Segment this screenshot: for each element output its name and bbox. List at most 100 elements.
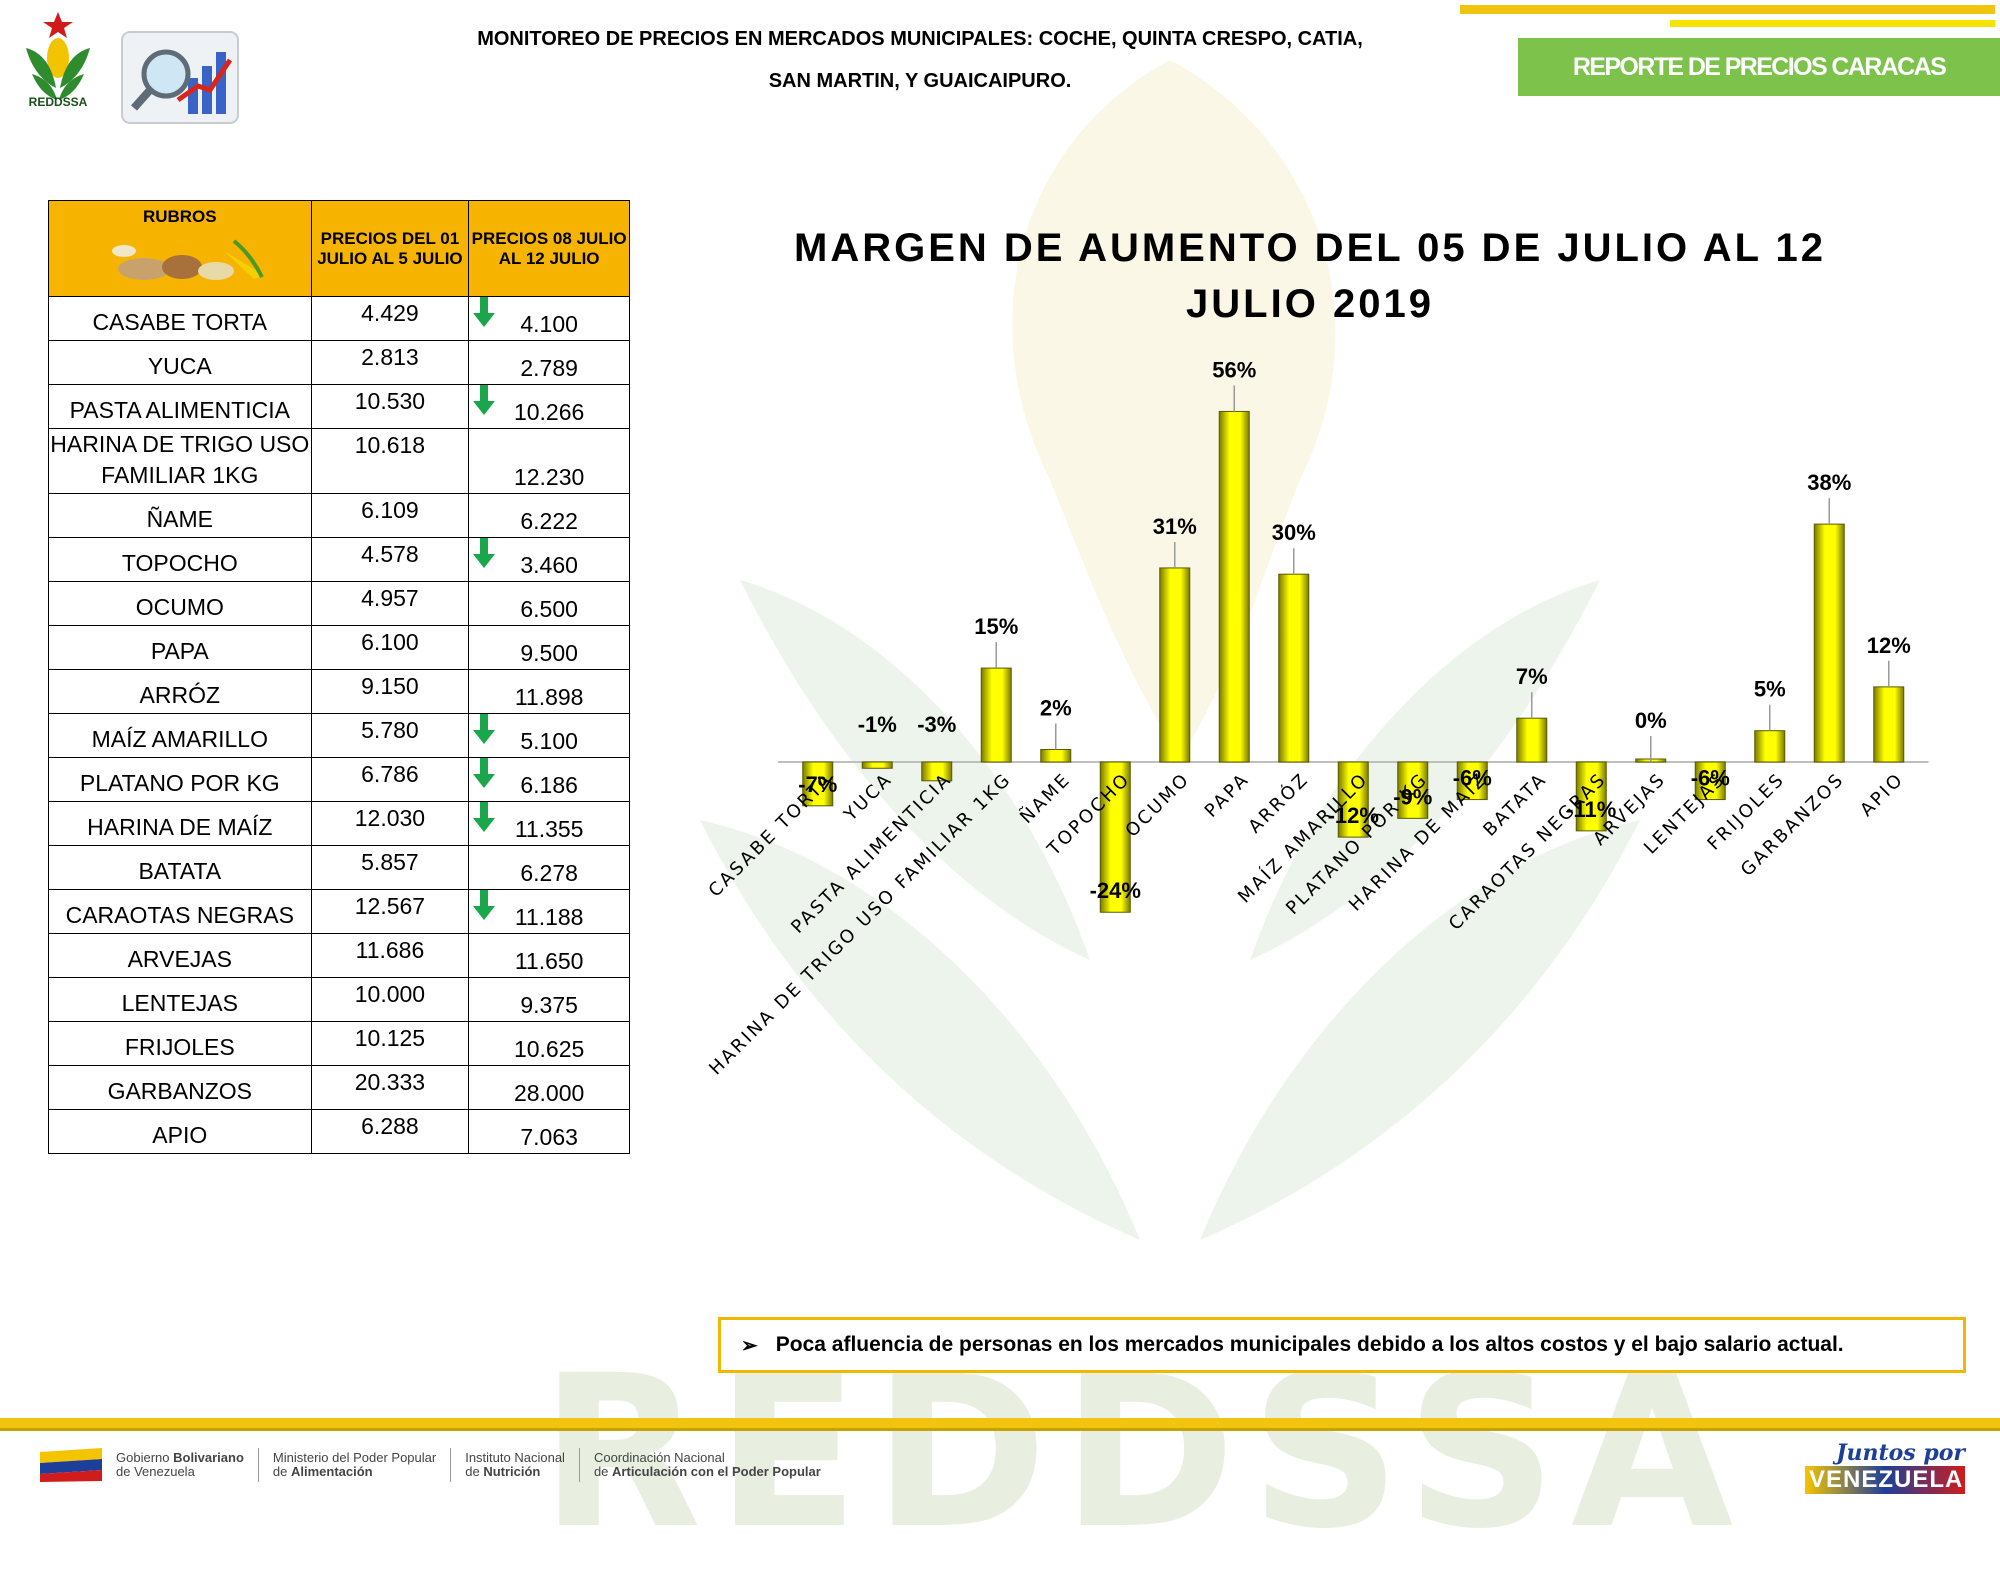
- row-cur-price: 12.230: [468, 428, 630, 494]
- footer-institutions: Gobierno Bolivariano de Venezuela Minist…: [40, 1448, 821, 1482]
- table-row: HARINA DE TRIGO USO FAMILIAR 1KG 10.618 12…: [48, 428, 630, 494]
- chart-bar: [1159, 567, 1191, 763]
- footer-coordinacion-de: de: [593, 1464, 609, 1479]
- column-header-rubros-label: RUBROS: [142, 207, 217, 226]
- row-cur-price: 7.063: [468, 1109, 630, 1154]
- observation-text: Poca afluencia de personas en los mercad…: [775, 1333, 1844, 1356]
- column-header-cur-prices: PRECIOS 08 JULIO AL 12 JULIO: [468, 200, 630, 297]
- row-cur-price-value: 12.230: [513, 464, 585, 490]
- chart-bar: [1516, 717, 1548, 763]
- category-label: OCUMO: [1121, 769, 1194, 842]
- row-cur-price: 9.375: [468, 977, 630, 1022]
- row-name: PASTA ALIMENTICIA: [48, 384, 312, 429]
- down-arrow-icon: [473, 758, 496, 788]
- juntos-por-venezuela-logo: Juntos por VENEZUELA: [1765, 1440, 1965, 1494]
- header-stripe-secondary: [1670, 20, 1995, 27]
- row-name: GARBANZOS: [48, 1065, 312, 1110]
- data-label: 30%: [1272, 520, 1316, 545]
- footer-coordinacion-line1: Coordinación Nacional: [593, 1450, 725, 1465]
- table-row: ARRÓZ 9.150 11.898: [48, 669, 630, 714]
- chart-bar: [1575, 761, 1607, 832]
- row-cur-price-value: 5.100: [520, 728, 578, 754]
- row-cur-price-value: 10.266: [513, 399, 585, 425]
- chart-bar: [1456, 761, 1488, 801]
- header-stripe: [1460, 5, 1995, 14]
- row-prev-price: 4.429: [310, 296, 470, 341]
- chart-bar: [861, 761, 893, 769]
- down-arrow-icon: [473, 385, 496, 415]
- row-name: APIO: [48, 1109, 312, 1154]
- row-cur-price-value: 11.355: [514, 816, 584, 842]
- footer-ministerio-bold: Alimentación: [291, 1464, 373, 1479]
- row-cur-price-value: 4.100: [520, 311, 578, 337]
- row-cur-price-value: 9.375: [520, 992, 578, 1018]
- row-cur-price: 11.188: [468, 889, 630, 934]
- footer-coordinacion: Coordinación Nacional de Articulación co…: [594, 1451, 821, 1479]
- footer-instituto-bold: Nutrición: [483, 1464, 541, 1479]
- row-cur-price: 11.355: [468, 801, 630, 846]
- row-cur-price: 10.266: [468, 384, 630, 429]
- produce-image: [112, 239, 264, 280]
- row-name: HARINA DE MAÍZ: [48, 801, 312, 846]
- row-name: ARRÓZ: [48, 669, 312, 714]
- row-cur-price-value: 6.500: [520, 596, 578, 622]
- row-cur-price-value: 7.063: [520, 1124, 578, 1150]
- column-header-rubros: RUBROS: [48, 200, 312, 297]
- chart-bar: [921, 761, 953, 782]
- row-cur-price: 6.500: [468, 581, 630, 626]
- footer-instituto-line1: Instituto Nacional: [465, 1450, 565, 1465]
- data-label: 31%: [1153, 514, 1197, 539]
- chart-bar: [1873, 686, 1905, 763]
- footer-gobierno-bold: Bolivariano: [173, 1450, 244, 1465]
- observation-note: ➢ Poca afluencia de personas en los merc…: [718, 1317, 1966, 1373]
- footer-gobierno-line1: Gobierno: [116, 1450, 170, 1465]
- row-prev-price: 10.618: [310, 428, 470, 494]
- table-row: ARVEJAS 11.686 11.650: [48, 933, 630, 978]
- row-prev-price: 11.686: [310, 933, 470, 978]
- row-name: CASABE TORTA: [48, 296, 312, 341]
- category-label: ÑAME: [1015, 768, 1075, 828]
- table-row: LENTEJAS 10.000 9.375: [48, 977, 630, 1022]
- data-label: 56%: [1212, 357, 1256, 382]
- row-prev-price: 2.813: [310, 340, 470, 385]
- row-cur-price-value: 10.625: [513, 1036, 585, 1062]
- table-row: MAÍZ AMARILLO 5.780 5.100: [48, 713, 630, 758]
- chart-bar: [980, 667, 1012, 763]
- down-arrow-icon: [473, 538, 496, 568]
- row-cur-price: 6.186: [468, 757, 630, 802]
- footer-stripe: [0, 1418, 2000, 1428]
- chart-bar: [1694, 761, 1726, 801]
- price-chart-logo: [121, 31, 239, 124]
- category-label: CASABE TORTA: [705, 769, 838, 902]
- reddssa-logo: [26, 12, 90, 100]
- chart-bar: [1278, 573, 1310, 763]
- row-name: MAÍZ AMARILLO: [48, 713, 312, 758]
- bar-chart: -7%CASABE TORTA-1%YUCA-3%PASTA ALIMENTIC…: [705, 357, 1929, 1079]
- row-prev-price: 12.567: [310, 889, 470, 934]
- page-title-line-2: SAN MARTIN, Y GUAICAIPURO.: [768, 70, 1072, 92]
- data-label: -3%: [917, 712, 956, 737]
- footer-ministerio: Ministerio del Poder Popular de Alimenta…: [273, 1451, 436, 1479]
- footer-separator: [257, 1448, 259, 1482]
- row-prev-price: 5.780: [310, 713, 470, 758]
- page-title-line-1: MONITOREO DE PRECIOS EN MERCADOS MUNICIP…: [477, 28, 1363, 50]
- row-cur-price: 4.100: [468, 296, 630, 341]
- row-cur-price: 5.100: [468, 713, 630, 758]
- chart-bar: [1218, 410, 1250, 763]
- chart-bar: [1099, 761, 1131, 913]
- row-name: FRIJOLES: [48, 1021, 312, 1066]
- data-label: 15%: [974, 614, 1018, 639]
- row-cur-price-value: 6.278: [520, 860, 578, 886]
- table-row: PASTA ALIMENTICIA 10.530 10.266: [48, 384, 630, 429]
- row-cur-price-value: 6.186: [520, 772, 578, 798]
- row-cur-price-value: 11.898: [514, 684, 584, 710]
- row-name: BATATA: [48, 845, 312, 890]
- footer-ministerio-line1: Ministerio del Poder Popular: [272, 1450, 437, 1465]
- row-cur-price: 6.278: [468, 845, 630, 890]
- data-label: -1%: [858, 712, 897, 737]
- footer-instituto-de: de: [465, 1464, 480, 1479]
- data-label: -7%: [798, 772, 837, 797]
- row-cur-price: 2.789: [468, 340, 630, 385]
- table-row: CARAOTAS NEGRAS 12.567 11.188: [48, 889, 630, 934]
- category-label: GARBANZOS: [1737, 769, 1849, 881]
